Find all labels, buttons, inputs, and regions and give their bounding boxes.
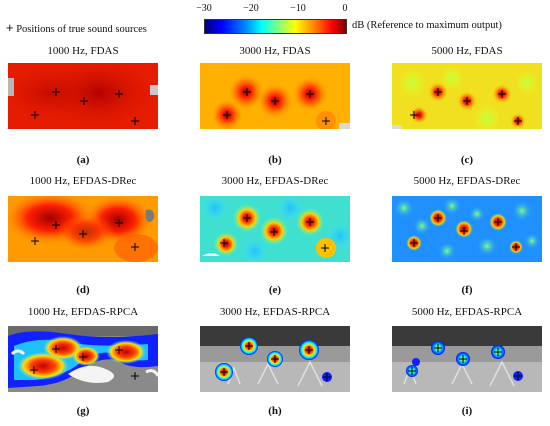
panel-letter: (g)	[76, 405, 90, 417]
heatmap-panel-b	[200, 63, 350, 129]
heatmap-panel-g	[8, 326, 158, 392]
colorbar-unit: dB	[352, 20, 365, 31]
heatmap-panel-i	[392, 326, 542, 392]
panel-title: 3000 Hz, EFDAS-DRec	[221, 175, 329, 187]
panel-title: 5000 Hz, EFDAS-RPCA	[411, 306, 523, 318]
panel-title: 3000 Hz, EFDAS-RPCA	[219, 306, 331, 318]
heatmap-panel-c	[392, 63, 542, 129]
heatmap-panel-e	[200, 196, 350, 262]
colorbar-tick: 0	[342, 3, 348, 14]
panel-title: 5000 Hz, EFDAS-DRec	[413, 175, 521, 187]
panel-letter: (d)	[76, 284, 90, 296]
panel-letter: (b)	[268, 154, 282, 166]
colorbar-tick: −30	[196, 3, 212, 14]
colorbar-unit-caption: dB (Reference to maximum output)	[352, 20, 502, 31]
panel-letter: (e)	[268, 284, 282, 296]
panel-title: 1000 Hz, EFDAS-RPCA	[27, 306, 139, 318]
panel-title: 1000 Hz, EFDAS-DRec	[29, 175, 137, 187]
panel-letter: (f)	[461, 284, 473, 296]
colorbar-tick: −10	[290, 3, 306, 14]
source-marker-label: Positions of true sound sources	[16, 24, 147, 35]
heatmap-panel-a	[8, 63, 158, 129]
panel-letter: (i)	[461, 405, 473, 417]
colorbar	[204, 19, 347, 34]
heatmap-panel-h	[200, 326, 350, 392]
panel-title: 5000 Hz, FDAS	[431, 45, 503, 57]
panel-title: 3000 Hz, FDAS	[239, 45, 311, 57]
panel-title: 1000 Hz, FDAS	[47, 45, 119, 57]
colorbar-caption: (Reference to maximum output)	[366, 20, 502, 31]
panel-letter: (a)	[76, 154, 90, 166]
panel-letter: (h)	[268, 405, 282, 417]
plus-marker-icon: +	[6, 20, 14, 35]
source-marker-legend: + Positions of true sound sources	[6, 20, 147, 35]
heatmap-panel-f	[392, 196, 542, 262]
colorbar-tick: −20	[243, 3, 259, 14]
panel-letter: (c)	[460, 154, 474, 166]
heatmap-panel-d	[8, 196, 158, 262]
